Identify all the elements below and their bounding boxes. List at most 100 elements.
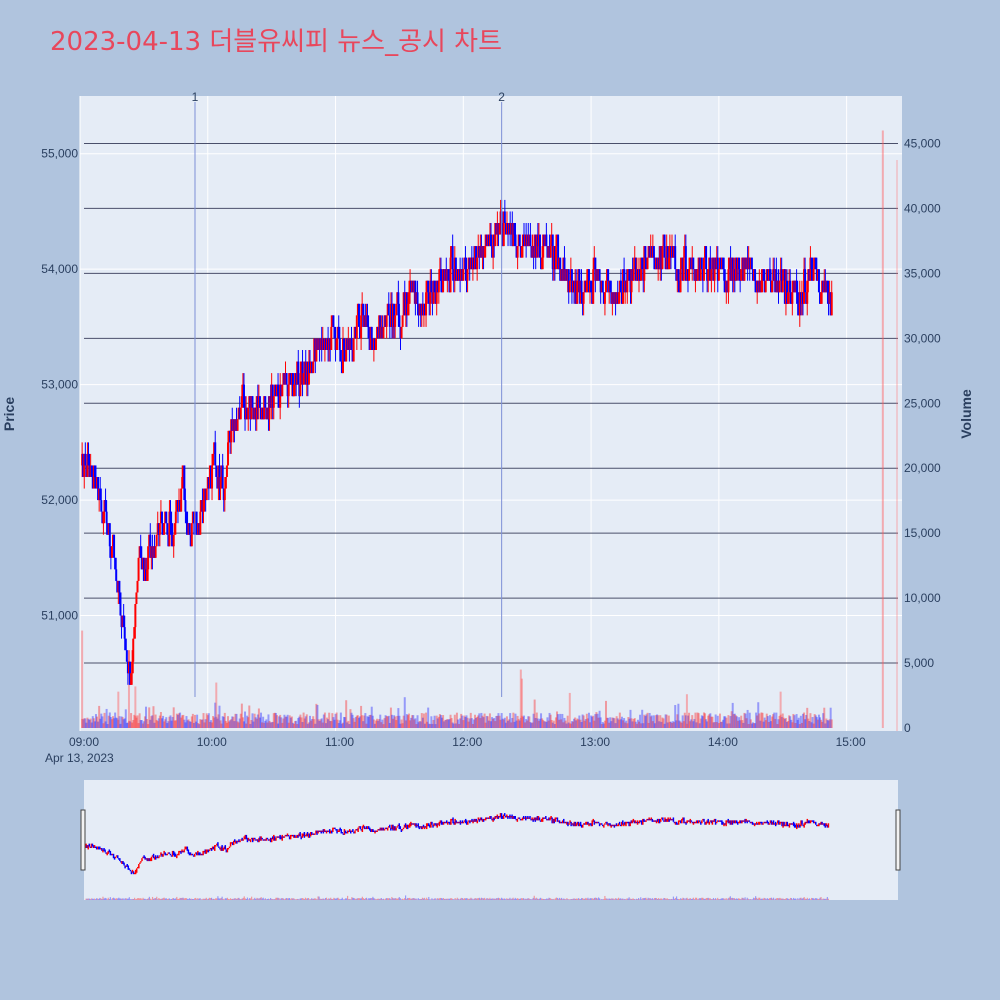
- candle-body: [296, 361, 299, 385]
- candle-body: [404, 292, 407, 316]
- volume-bar: [536, 718, 539, 728]
- volume-bar: [758, 713, 761, 728]
- mini-volume-bar: [530, 899, 532, 900]
- candle-body: [173, 523, 176, 535]
- volume-bar: [116, 718, 119, 728]
- range-slider-left-handle[interactable]: [80, 809, 86, 871]
- volume-bar: [596, 713, 599, 728]
- volume-bar: [517, 719, 520, 728]
- candle-body: [185, 511, 188, 524]
- mini-volume-bar: [802, 898, 804, 900]
- mini-volume-bar: [257, 898, 259, 900]
- mini-volume-bar: [563, 898, 565, 900]
- candle-body: [87, 453, 90, 466]
- mini-volume-bar: [411, 898, 413, 900]
- volume-bar: [800, 722, 803, 728]
- candle-body: [196, 523, 199, 535]
- y2-tick-label: 25,000: [904, 396, 941, 410]
- volume-bar: [239, 713, 242, 728]
- mini-volume-bar: [546, 898, 548, 900]
- volume-bar: [115, 717, 118, 728]
- candle-body: [110, 546, 113, 558]
- volume-bar: [714, 714, 717, 728]
- volume-bar: [619, 719, 622, 728]
- candle-body: [796, 292, 799, 304]
- volume-bar: [587, 712, 590, 728]
- candle-body: [713, 257, 716, 281]
- volume-bar: [439, 715, 442, 728]
- volume-bar: [258, 717, 261, 728]
- mini-volume-bar: [210, 897, 213, 900]
- mini-volume-bar: [703, 898, 705, 900]
- volume-bar: [690, 719, 693, 728]
- volume-bar: [484, 722, 487, 728]
- volume-bar: [307, 722, 310, 728]
- candle-body: [429, 280, 432, 304]
- range-slider[interactable]: [84, 780, 898, 900]
- candle-body: [678, 280, 681, 293]
- candle-body: [639, 269, 642, 281]
- volume-bar: [485, 715, 488, 728]
- mini-volume-bar: [113, 898, 116, 900]
- candle-body: [179, 500, 182, 512]
- volume-bar: [559, 713, 562, 728]
- volume-bar: [595, 712, 598, 728]
- candle-body: [90, 465, 93, 477]
- mini-volume-bar: [557, 898, 560, 900]
- mini-volume-bar: [493, 898, 495, 900]
- volume-bar: [349, 709, 352, 728]
- mini-volume-bar: [742, 897, 744, 900]
- candle-body: [231, 419, 234, 431]
- candle-body: [560, 269, 563, 281]
- volume-bar: [731, 702, 734, 728]
- volume-bar: [404, 720, 407, 728]
- candle-body: [525, 234, 528, 247]
- volume-bar: [109, 717, 112, 728]
- candle-body: [373, 338, 376, 350]
- volume-bar: [501, 718, 504, 728]
- mini-volume-bar: [198, 899, 200, 900]
- candle-body: [743, 257, 746, 281]
- volume-bar: [146, 719, 149, 728]
- volume-bar: [615, 716, 618, 728]
- mini-volume-bar: [681, 898, 683, 900]
- mini-volume-bar: [238, 897, 240, 900]
- volume-bar: [240, 703, 243, 728]
- candle-body: [158, 523, 161, 535]
- candle-body: [293, 384, 296, 397]
- mini-volume-bar: [433, 898, 435, 900]
- volume-bar: [568, 692, 571, 728]
- mini-volume-bar: [543, 898, 545, 900]
- main-plot-area[interactable]: [80, 96, 902, 731]
- candle-body: [548, 246, 551, 258]
- volume-bar: [820, 719, 823, 728]
- candle-body: [581, 292, 584, 304]
- candle-body: [620, 292, 623, 304]
- volume-bar: [203, 722, 206, 728]
- candle-body: [252, 407, 255, 420]
- volume-bar: [778, 716, 781, 728]
- candle-body: [765, 269, 768, 281]
- mini-volume-bar: [652, 899, 654, 900]
- mini-volume-bar: [468, 899, 470, 900]
- candle-body: [126, 661, 129, 674]
- mini-volume-bar: [499, 898, 502, 900]
- volume-bar: [556, 711, 559, 728]
- volume-bar: [143, 716, 146, 728]
- candle-body: [318, 338, 321, 350]
- candle-body: [491, 246, 494, 258]
- x-tick-label: 11:00: [325, 735, 354, 749]
- range-slider-right-handle[interactable]: [895, 809, 901, 871]
- mini-volume-bar: [473, 898, 475, 900]
- candle-body: [545, 234, 548, 247]
- candle-body: [569, 269, 572, 281]
- mini-volume-bar: [475, 898, 477, 900]
- volume-bar: [750, 723, 753, 728]
- mini-volume-bar: [629, 898, 631, 900]
- candle-body: [160, 511, 163, 524]
- mini-volume-bar: [209, 898, 212, 900]
- mini-volume-bar: [603, 898, 605, 900]
- volume-bar: [477, 715, 480, 728]
- volume-bar: [330, 721, 333, 728]
- volume-bar: [458, 723, 461, 728]
